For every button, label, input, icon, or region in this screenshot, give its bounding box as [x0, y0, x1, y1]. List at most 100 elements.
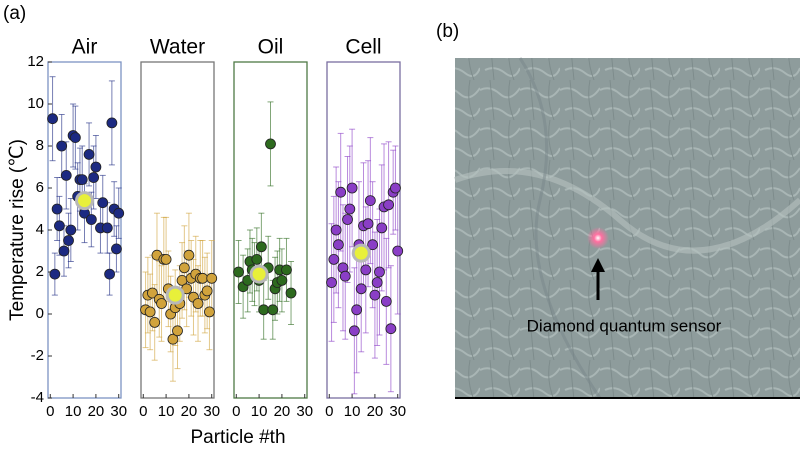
- data-point: [251, 253, 263, 265]
- data-point: [160, 253, 172, 265]
- data-point: [346, 182, 358, 194]
- data-point: [58, 245, 70, 257]
- plot-frame: [326, 61, 401, 399]
- data-point: [376, 222, 388, 234]
- data-point: [369, 289, 381, 301]
- x-tick-label: 0: [232, 403, 240, 420]
- data-point: [65, 224, 77, 236]
- data-point: [156, 298, 167, 309]
- plot-frame: [233, 61, 308, 399]
- x-tick-label: 30: [110, 403, 127, 420]
- data-point: [76, 174, 88, 186]
- data-point: [111, 243, 122, 255]
- data-point: [333, 239, 344, 251]
- data-point: [88, 172, 100, 183]
- y-tick-label: 10: [27, 95, 44, 112]
- x-tick-label: 0: [46, 403, 54, 420]
- data-point: [97, 197, 109, 209]
- x-tick-label: 0: [325, 403, 333, 420]
- x-tick-label: 20: [274, 403, 291, 420]
- mean-point: [351, 243, 371, 263]
- data-point: [390, 182, 401, 194]
- y-tick-label: 8: [36, 137, 44, 154]
- data-point: [380, 295, 392, 307]
- data-point: [351, 304, 363, 316]
- data-point: [265, 138, 276, 150]
- data-point: [355, 283, 367, 295]
- data-point: [192, 298, 204, 309]
- data-point: [267, 304, 279, 316]
- data-point: [258, 304, 270, 316]
- x-tick-label: 10: [344, 403, 361, 420]
- image-caption: Diamond quantum sensor: [527, 316, 722, 335]
- data-point: [385, 323, 397, 335]
- data-point: [233, 266, 244, 278]
- data-point: [147, 287, 158, 299]
- data-point: [364, 195, 376, 207]
- data-point: [392, 245, 404, 257]
- data-point: [47, 113, 58, 125]
- panel-label: (a): [3, 3, 26, 24]
- data-point: [281, 264, 292, 276]
- panel-label: (b): [436, 21, 459, 42]
- data-point: [85, 214, 97, 225]
- x-tick-label: 20: [181, 403, 198, 420]
- data-point: [83, 148, 95, 160]
- data-point: [183, 249, 195, 261]
- data-point: [342, 214, 353, 225]
- y-tick-label: 6: [36, 179, 44, 196]
- data-point: [69, 132, 81, 144]
- data-point: [63, 235, 74, 246]
- x-axis-label: Particle #th: [190, 427, 285, 448]
- data-point: [172, 325, 183, 337]
- x-tick-label: 0: [139, 403, 147, 420]
- data-point: [339, 270, 351, 282]
- data-point: [206, 272, 218, 284]
- data-point: [101, 222, 113, 234]
- data-point: [197, 272, 208, 284]
- data-point: [113, 207, 125, 219]
- data-point: [255, 241, 267, 253]
- x-tick-label: 30: [389, 403, 406, 420]
- data-point: [90, 161, 102, 173]
- plot-frame: [140, 61, 215, 399]
- data-point: [344, 203, 356, 215]
- mean-point: [249, 264, 269, 284]
- data-point: [360, 264, 372, 276]
- data-point: [371, 277, 383, 288]
- data-point: [144, 306, 156, 318]
- panel-title: Cell: [345, 36, 381, 59]
- data-point: [51, 203, 63, 215]
- panel-title: Oil: [258, 36, 284, 59]
- data-point: [201, 285, 213, 297]
- x-tick-label: 30: [203, 403, 220, 420]
- x-tick-label: 10: [65, 403, 82, 420]
- data-point: [149, 316, 161, 328]
- x-tick-label: 20: [367, 403, 384, 420]
- data-point: [348, 325, 360, 337]
- data-point: [328, 253, 340, 265]
- y-axis-label: Temperature rise (℃): [7, 139, 28, 321]
- data-point: [204, 306, 215, 318]
- data-point: [285, 287, 297, 299]
- y-tick-label: 4: [36, 221, 44, 238]
- x-tick-label: 20: [88, 403, 105, 420]
- x-tick-label: 30: [296, 403, 313, 420]
- data-point: [276, 274, 288, 286]
- data-point: [49, 268, 61, 280]
- data-point: [178, 262, 190, 274]
- x-tick-label: 10: [251, 403, 268, 420]
- panel-title: Air: [72, 36, 98, 59]
- data-point: [362, 218, 374, 230]
- data-point: [106, 117, 118, 129]
- data-point: [60, 169, 72, 181]
- y-tick-label: -4: [31, 389, 44, 406]
- data-point: [56, 140, 68, 152]
- data-point: [367, 239, 379, 251]
- data-point: [104, 268, 115, 280]
- x-tick-label: 10: [158, 403, 175, 420]
- data-point: [330, 224, 342, 236]
- panel-title: Water: [150, 36, 205, 59]
- y-tick-label: 0: [36, 305, 44, 322]
